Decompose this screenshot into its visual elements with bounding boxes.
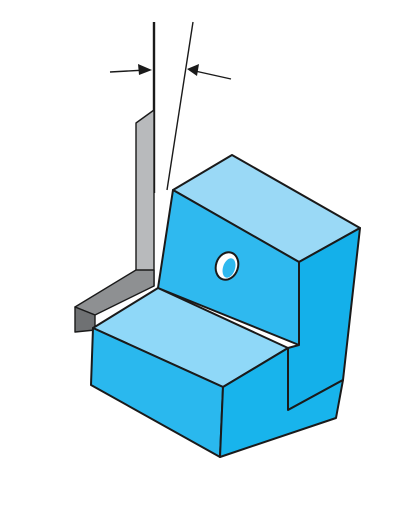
lower-block-side-face xyxy=(219,347,344,458)
hole xyxy=(214,251,240,281)
right-dimension-arrow xyxy=(187,64,232,80)
angle-plate xyxy=(74,109,155,333)
stepped-block xyxy=(90,154,361,458)
left-dimension-arrow xyxy=(109,64,152,75)
tilted-reference-line xyxy=(166,21,194,191)
angle-plate-vertical-leg xyxy=(135,109,155,291)
